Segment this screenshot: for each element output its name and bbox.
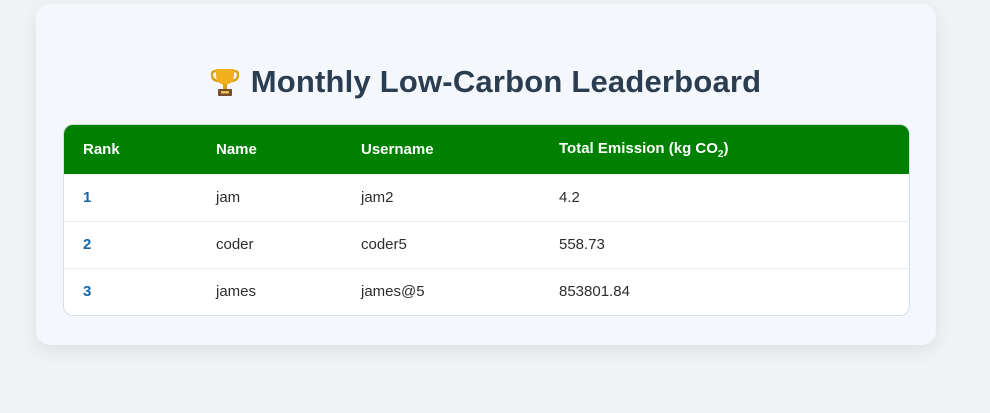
trophy-icon [210, 67, 239, 97]
leaderboard-card: Monthly Low-Carbon Leaderboard Rank Name… [36, 4, 936, 345]
column-header-name: Name [216, 141, 257, 158]
rank-cell: 2 [83, 236, 92, 253]
table-header-row: Rank Name Username Total Emission (kg CO… [64, 125, 909, 174]
emission-header-subscript: 2 [717, 148, 724, 160]
name-cell: coder [216, 236, 254, 253]
title-row: Monthly Low-Carbon Leaderboard [36, 58, 936, 106]
username-cell: james@5 [361, 283, 425, 301]
leaderboard-table: Rank Name Username Total Emission (kg CO… [63, 124, 910, 316]
column-header-username: Username [361, 141, 434, 158]
table-row: 1 jam jam2 4.2 [64, 174, 909, 221]
name-cell: james [216, 283, 257, 301]
column-header-emission: Total Emission (kg CO2) [540, 125, 909, 174]
rank-cell: 1 [83, 188, 92, 206]
emission-header-label: Total Emission (kg CO [559, 139, 718, 157]
rank-cell: 3 [83, 283, 92, 301]
column-header-rank: Rank [83, 141, 120, 158]
emission-header-close: ) [723, 139, 729, 157]
emission-cell: 853801.84 [559, 283, 630, 301]
name-cell: jam [216, 188, 241, 206]
page-title: Monthly Low-Carbon Leaderboard [250, 64, 762, 99]
username-cell: coder5 [361, 236, 407, 253]
emission-cell: 4.2 [559, 188, 580, 206]
username-cell: jam2 [361, 188, 394, 206]
emission-cell: 558.73 [559, 236, 605, 253]
table-row: 2 coder coder5 558.73 [64, 221, 909, 268]
table-row: 3 james james@5 853801.84 [64, 268, 909, 315]
